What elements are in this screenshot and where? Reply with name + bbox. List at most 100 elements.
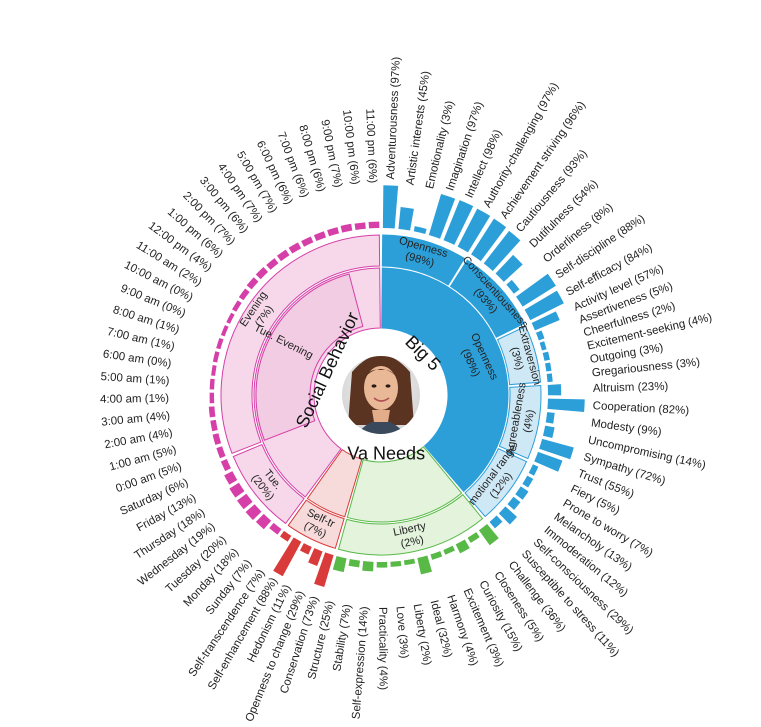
trait-label: Stability (7%) [331,603,353,672]
group-ring-evening [220,234,381,455]
sector-ring-needs [346,446,463,523]
sector-ring-big-5 [381,267,509,493]
trait-bar [498,506,518,525]
trait-bar [495,254,523,282]
group-percent: (2%) [400,534,425,551]
trait-bar [313,231,327,242]
trait-bar [428,193,456,239]
trait-label: 4:00 am (1%) [100,393,169,406]
trait-bar [478,523,499,546]
trait-bar [417,555,432,575]
group-percent: (4%) [521,409,537,434]
trait-bar [276,249,290,262]
profile-avatar [340,354,422,436]
trait-bar [507,496,521,510]
trait-bar [489,515,503,529]
trait-bar [522,475,534,488]
trait-bar [209,392,215,404]
trait-bar [236,493,253,510]
trait-bar [382,185,399,229]
trait-bar [216,337,224,350]
trait-label: Adventurousness (97%) [385,56,403,179]
trait-bar [457,208,491,253]
trait-label: Self-expression (14%) [350,606,371,720]
trait-bar [327,227,340,237]
trait-bar [299,543,312,555]
trait-bar [245,504,262,521]
trait-bar [246,277,259,290]
trait-bar [211,364,217,376]
trait-bar [471,218,507,262]
trait-bar [280,530,292,542]
trait-bar [544,362,552,372]
trait-bar [209,378,215,390]
trait-bar [210,419,218,432]
trait-bar [531,311,560,331]
trait-bar [220,325,229,337]
trait-label: 11:00 pm (6%) [363,108,378,183]
trait-bar [542,351,550,361]
trait-bar [238,288,250,301]
trait-bar [413,226,427,234]
group-ring-extraversion [496,325,542,386]
trait-bar [212,351,220,363]
trait-bar [308,548,323,567]
trait-bar [534,451,563,472]
trait-label: Liberty (2%) [411,603,433,666]
trait-bar [539,341,547,351]
trait-bar [288,242,302,254]
trait-bar [398,207,414,231]
trait-label: 3:00 am (4%) [101,410,171,429]
trait-bar [506,279,520,294]
trait-bar [546,373,553,383]
trait-bar [430,551,443,560]
trait-bar [515,486,529,500]
trait-bar [216,446,226,459]
trait-bar [516,273,556,307]
trait-label: Modesty (9%) [590,417,662,438]
trait-bar [528,464,539,476]
trait-bar [376,561,388,568]
trait-bar [332,555,347,573]
trait-label: Love (3%) [393,606,410,659]
sector-ring-values [306,448,363,518]
trait-label: 6:00 am (0%) [102,348,172,370]
group-ring-liberty [337,493,484,556]
trait-bar [542,425,555,439]
trait-bar [539,438,574,460]
group-ring-self-tr [287,499,345,549]
trait-bar [208,406,216,418]
trait-bar [362,561,374,572]
trait-bar [255,266,269,280]
trait-bar [354,222,366,230]
trait-bar [273,537,302,577]
trait-bar [266,258,279,270]
trait-bar [348,559,360,568]
trait-bar [269,522,282,535]
trait-bars [208,185,585,587]
trait-label: 5:00 am (1%) [100,371,170,387]
trait-label: 10:00 pm (6%) [340,109,361,185]
group-percent: (3%) [508,346,526,372]
trait-bar [220,459,231,472]
trait-bar [403,558,416,566]
trait-bar [368,221,380,229]
group-ring-tue. [232,443,305,525]
trait-bar [340,223,353,233]
trait-bar [547,384,562,396]
trait-bar [314,552,334,587]
trait-bar [524,290,564,321]
inner-sector-label: Va Needs [347,444,425,464]
trait-bar [547,398,585,412]
trait-bar [483,230,521,271]
trait-label: Altruism (23%) [593,381,669,395]
trait-bar [212,433,222,445]
trait-bar [443,545,455,555]
group-ring-emotional-range [464,448,528,518]
group-ring-conscientiousness [449,259,525,338]
trait-bar [390,560,402,567]
trait-label: Cooperation (82%) [592,400,689,417]
group-ring-openness [381,234,466,286]
trait-bar [226,312,235,324]
